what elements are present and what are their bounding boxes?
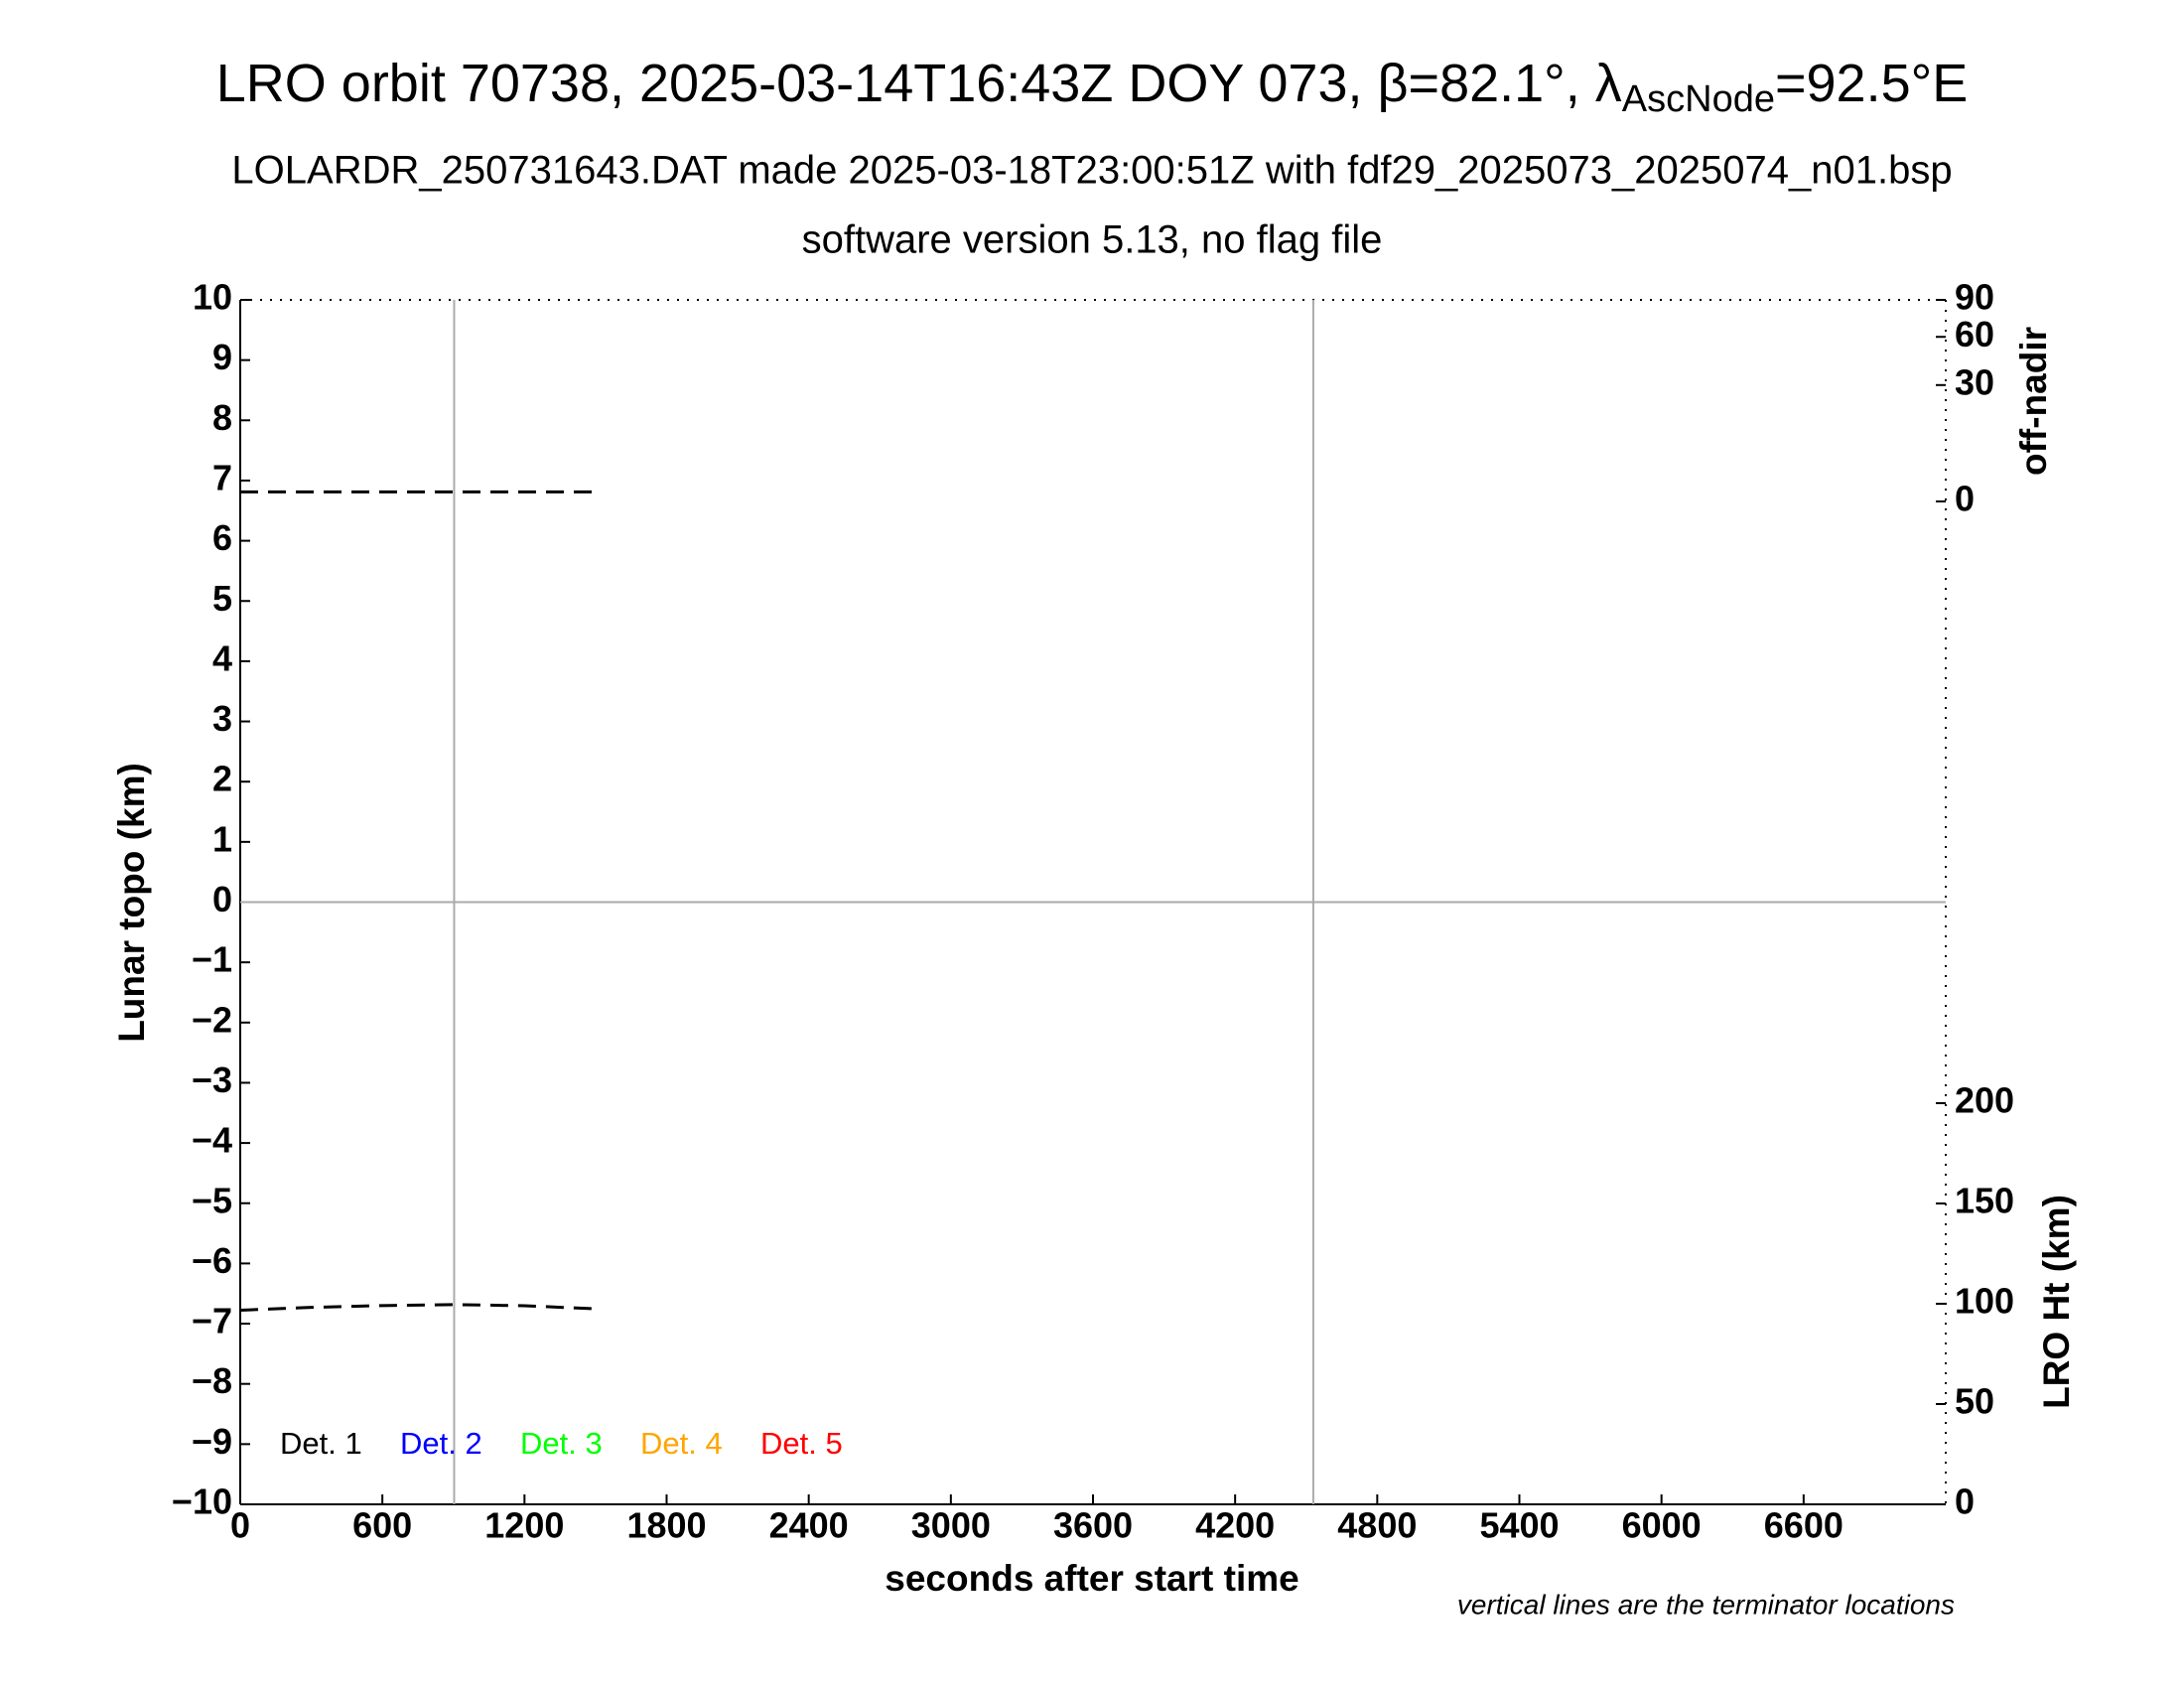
x-tick-label: 5400 [1479,1505,1559,1546]
x-tick-label: 4800 [1337,1505,1417,1546]
x-tick-label: 6600 [1764,1505,1843,1546]
legend-entry: Det. 5 [760,1426,843,1461]
y-tick-label: 0 [212,879,232,919]
legend-entry: Det. 2 [400,1426,482,1461]
legend-entry: Det. 4 [640,1426,723,1461]
y-tick-label: −9 [192,1421,232,1462]
y-tick-label: −7 [192,1301,232,1341]
y-tick-label: 8 [212,397,232,438]
y2-tick-label: 90 [1955,277,1994,318]
subtitle: software version 5.13, no flag file [802,218,1383,262]
y-tick-label: −5 [192,1180,232,1220]
legend-entry: Det. 1 [280,1426,362,1461]
y-tick-label: −2 [192,999,232,1040]
y2-tick-label: 60 [1955,314,1994,354]
title-subscript: AscNode [1622,78,1775,120]
y-axis-title: Lunar topo (km) [111,763,152,1043]
y-tick-label: −10 [172,1481,232,1522]
subtitle: LOLARDR_250731643.DAT made 2025-03-18T23… [231,149,1952,193]
x-tick-label: 1800 [626,1505,706,1546]
y3-axis-title: LRO Ht (km) [2036,1195,2077,1409]
y-tick-label: −6 [192,1240,232,1281]
x-tick-label: 2400 [769,1505,849,1546]
x-tick-label: 1200 [484,1505,564,1546]
title-end: =92.5°E [1775,54,1968,113]
x-tick-label: 600 [352,1505,412,1546]
series-line [239,1303,596,1312]
y-tick-label: 3 [212,698,232,739]
y3-tick-label: 200 [1955,1080,2014,1121]
x-axis-title: seconds after start time [885,1558,1298,1599]
x-tick-label: 3000 [911,1505,991,1546]
x-tick-label: 4200 [1195,1505,1275,1546]
y3-tick-label: 50 [1955,1381,1994,1422]
y-tick-label: 4 [212,637,232,678]
y-tick-label: 1 [212,818,232,859]
y3-tick-label: 0 [1955,1481,1975,1522]
y-tick-label: 10 [193,277,232,318]
y2-tick-label: 30 [1955,361,1994,402]
y-tick-label: 6 [212,517,232,558]
y2-axis-title: off-nadir [2013,327,2054,476]
x-tick-label: 0 [230,1505,250,1546]
y3-tick-label: 150 [1955,1181,2014,1221]
chart-title: LRO orbit 70738, 2025-03-14T16:43Z DOY 0… [216,54,1968,120]
note: vertical lines are the terminator locati… [1457,1589,1955,1620]
x-tick-label: 6000 [1622,1505,1702,1546]
y-tick-label: −3 [192,1059,232,1100]
y3-tick-label: 100 [1955,1281,2014,1322]
title-main: LRO orbit 70738, 2025-03-14T16:43Z DOY 0… [216,54,1622,113]
x-tick-label: 3600 [1053,1505,1133,1546]
legend-entry: Det. 3 [520,1426,603,1461]
y-tick-label: 7 [212,457,232,497]
y-tick-label: 9 [212,337,232,377]
y-tick-label: −8 [192,1360,232,1401]
y-tick-label: −4 [192,1120,232,1161]
y-tick-label: −1 [192,939,232,980]
y-tick-label: 5 [212,578,232,619]
y2-tick-label: 0 [1955,479,1975,519]
y-tick-label: 2 [212,759,232,799]
